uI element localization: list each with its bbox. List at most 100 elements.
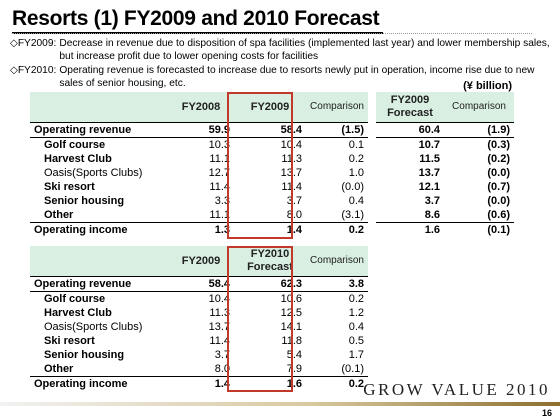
cell-value: 1.7: [348, 349, 364, 361]
cell-value: (1.5): [306, 122, 368, 138]
cell-value: 14.1: [280, 321, 302, 333]
cell-value: 0.4: [348, 195, 364, 207]
cell-value: 11.8: [281, 335, 302, 347]
cell-value: 11.4: [209, 335, 230, 347]
table-header-row: FY2008 FY2009 Comparison: [30, 92, 368, 123]
bullet-fy2010: ◇FY2010: Operating revenue is forecasted…: [10, 64, 555, 91]
table-row: Golf course 10.4 10.6 0.2: [30, 292, 368, 307]
cell-value: 0.1: [348, 139, 364, 151]
cell-value: 3.7: [424, 195, 440, 207]
cell-value: 5.4: [286, 349, 302, 361]
table-row: 1.6 (0.1): [376, 222, 514, 237]
table-row: 8.6 (0.6): [376, 208, 514, 223]
row-label: Operating revenue: [30, 276, 168, 292]
cell-value: 11.4: [281, 181, 302, 193]
row-label: Operating income: [30, 222, 168, 237]
table-row: Operating income 1.3 1.4 0.2: [30, 222, 368, 237]
table-row: Ski resort 11.4 11.8 0.5: [30, 334, 368, 348]
cell-value: (0.0): [487, 167, 510, 179]
cell-value: 0.5: [348, 335, 364, 347]
cell-value: 13.7: [418, 167, 440, 179]
cell-value: 10.4: [280, 139, 302, 151]
header-fy2009: FY2009: [234, 92, 306, 123]
table-row: 11.5 (0.2): [376, 152, 514, 166]
cell-value: 1.4: [234, 222, 306, 237]
fy2010-forecast-table: FY2009 FY2010 Forecast Comparison Operat…: [30, 246, 368, 391]
header-blank: [30, 246, 168, 277]
cell-value: (0.1): [341, 363, 364, 375]
cell-value: 1.0: [348, 167, 364, 179]
bullet-label: ◇FY2009:: [10, 38, 57, 49]
table-row: Oasis(Sports Clubs) 13.7 14.1 0.4: [30, 320, 368, 334]
cell-value: (3.1): [341, 209, 364, 221]
table-row: 10.7 (0.3): [376, 138, 514, 153]
cell-value: 12.1: [418, 181, 440, 193]
cell-value: 11.5: [419, 153, 440, 165]
cell-value: (0.3): [487, 139, 510, 151]
cell-value: 3.3: [214, 195, 230, 207]
cell-value: 10.7: [418, 139, 440, 151]
cell-value: 13.7: [208, 321, 230, 333]
cell-value: 11.1: [209, 209, 230, 221]
cell-value: 60.4: [376, 122, 444, 138]
cell-value: 11.3: [281, 153, 302, 165]
table-row: Operating revenue 59.9 58.4 (1.5): [30, 122, 368, 138]
table-row: 3.7 (0.0): [376, 194, 514, 208]
fy2009-forecast-table: FY2009 Forecast Comparison 60.4 (1.9) 10…: [376, 92, 514, 237]
cell-value: 10.3: [208, 139, 230, 151]
cell-value: 10.6: [280, 293, 302, 305]
header-comparison: Comparison: [306, 246, 368, 277]
table-row: Harvest Club 11.3 12.5 1.2: [30, 306, 368, 320]
cell-value: 7.9: [286, 363, 302, 375]
table-row: Golf course 10.3 10.4 0.1: [30, 138, 368, 153]
cell-value: 8.0: [286, 209, 302, 221]
row-label: Senior housing: [44, 349, 125, 361]
cell-value: (1.9): [444, 122, 514, 138]
cell-value: 3.7: [286, 195, 302, 207]
page-title: Resorts (1) FY2009 and 2010 Forecast: [12, 6, 384, 34]
row-label: Harvest Club: [44, 153, 112, 165]
cell-value: 12.7: [208, 167, 230, 179]
cell-value: 0.2: [348, 293, 364, 305]
cell-value: 3.8: [306, 276, 368, 292]
table-row: 13.7 (0.0): [376, 166, 514, 180]
table-header-row: FY2009 Forecast Comparison: [376, 92, 514, 123]
cell-value: 0.2: [306, 222, 368, 237]
cell-value: 11.1: [209, 153, 230, 165]
cell-value: 1.3: [168, 222, 234, 237]
header-fy2008: FY2008: [168, 92, 234, 123]
slogan-text: GROW VALUE 2010: [363, 380, 550, 399]
row-label: Oasis(Sports Clubs): [44, 321, 143, 333]
table-header-row: FY2009 FY2010 Forecast Comparison: [30, 246, 368, 277]
unit-label: (¥ billion): [463, 80, 512, 92]
cell-value: 8.6: [424, 209, 440, 221]
cell-value: 59.9: [168, 122, 234, 138]
row-label: Operating income: [30, 376, 168, 391]
table-row: 60.4 (1.9): [376, 122, 514, 138]
header-fy2009: FY2009: [168, 246, 234, 277]
footer-bar: [0, 402, 560, 406]
row-label: Ski resort: [44, 181, 95, 193]
table-row: Senior housing 3.3 3.7 0.4: [30, 194, 368, 208]
cell-value: (0.2): [487, 153, 510, 165]
table-row: Harvest Club 11.1 11.3 0.2: [30, 152, 368, 166]
table-row: Operating income 1.4 1.6 0.2: [30, 376, 368, 391]
header-fy2009-forecast: FY2009 Forecast: [376, 92, 444, 123]
cell-value: (0.1): [444, 222, 514, 237]
row-label: Oasis(Sports Clubs): [44, 167, 143, 179]
header-comparison: Comparison: [306, 92, 368, 123]
table-row: Ski resort 11.4 11.4 (0.0): [30, 180, 368, 194]
cell-value: 0.2: [306, 376, 368, 391]
table-row: Other 11.1 8.0 (3.1): [30, 208, 368, 223]
row-label: Senior housing: [44, 195, 125, 207]
table-row: Other 8.0 7.9 (0.1): [30, 362, 368, 377]
cell-value: (0.0): [487, 195, 510, 207]
row-label: Golf course: [44, 139, 106, 151]
cell-value: 8.0: [214, 363, 230, 375]
header-comparison: Comparison: [444, 92, 514, 123]
cell-value: (0.6): [487, 209, 510, 221]
cell-value: 11.4: [209, 181, 230, 193]
bullet-label: ◇FY2010:: [10, 64, 57, 76]
bullet-text: Decrease in revenue due to disposition o…: [59, 38, 550, 63]
row-label: Other: [44, 363, 74, 375]
